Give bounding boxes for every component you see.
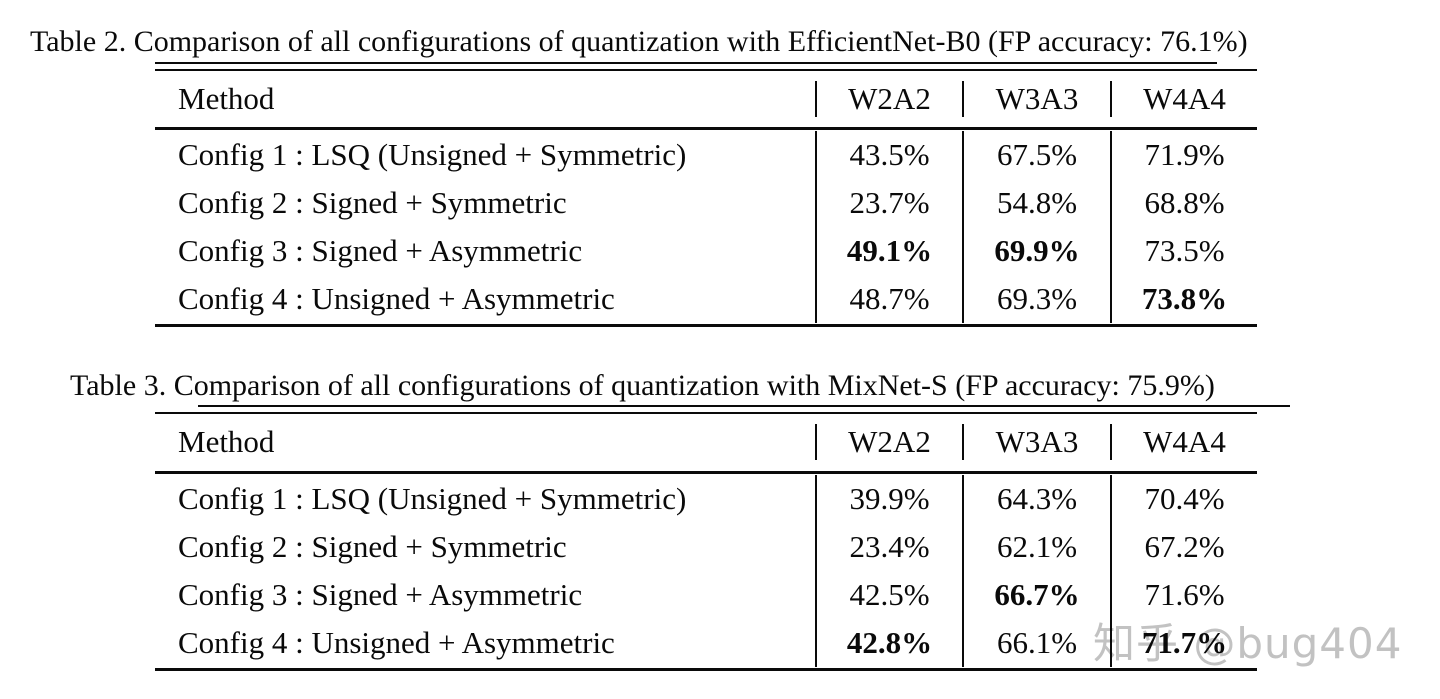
table3-top-rule [155,412,1257,414]
table-cell: 62.1% [962,523,1110,571]
table-cell-best: 73.8% [1110,275,1257,323]
table2-mid-rule [155,127,1257,130]
table3-body: Config 1 : LSQ (Unsigned + Symmetric) 39… [155,475,1257,667]
table-row-method: Config 2 : Signed + Symmetric [178,185,567,220]
table-cell: 43.5% [815,131,962,179]
table-cell: 67.5% [962,131,1110,179]
table-cell: 42.5% [815,571,962,619]
table-cell-best: 49.1% [815,227,962,275]
table3-header-w4a4: W4A4 [1110,424,1257,460]
table-cell-best: 69.9% [962,227,1110,275]
table3-header-method: Method [178,424,275,459]
table-cell: 71.6% [1110,571,1257,619]
table3-caption-underline [198,405,1290,407]
table-cell-best: 71.7% [1110,619,1257,667]
table-cell: 23.4% [815,523,962,571]
table-cell: 48.7% [815,275,962,323]
table-cell: 67.2% [1110,523,1257,571]
table-cell-best: 66.7% [962,571,1110,619]
table2-bottom-rule [155,324,1257,327]
table-cell: 70.4% [1110,475,1257,523]
table-cell-best: 42.8% [815,619,962,667]
table-cell: 64.3% [962,475,1110,523]
table-cell: 66.1% [962,619,1110,667]
table3-mid-rule [155,471,1257,474]
table-cell: 71.9% [1110,131,1257,179]
table2-top-rule [155,69,1257,71]
table3-caption: Table 3. Comparison of all configuration… [70,369,1215,402]
table-row-method: Config 2 : Signed + Symmetric [178,529,567,564]
table-cell: 39.9% [815,475,962,523]
table3-header-w2a2: W2A2 [815,424,962,460]
table-row-method: Config 4 : Unsigned + Asymmetric [178,625,615,660]
table2-header-w2a2: W2A2 [815,81,962,117]
table3-header-row: Method W2A2 W3A3 W4A4 [155,414,1257,470]
table-row-method: Config 3 : Signed + Asymmetric [178,577,583,612]
table-cell: 69.3% [962,275,1110,323]
table-cell: 68.8% [1110,179,1257,227]
table-row-method: Config 3 : Signed + Asymmetric [178,233,583,268]
table2-header-w4a4: W4A4 [1110,81,1257,117]
table-row-method: Config 4 : Unsigned + Asymmetric [178,281,615,316]
table2-body: Config 1 : LSQ (Unsigned + Symmetric) 43… [155,131,1257,323]
table2-header-w3a3: W3A3 [962,81,1110,117]
table-cell: 23.7% [815,179,962,227]
table2-header-row: Method W2A2 W3A3 W4A4 [155,71,1257,127]
table-cell: 54.8% [962,179,1110,227]
table2-caption-underline [155,62,1217,64]
table-row-method: Config 1 : LSQ (Unsigned + Symmetric) [178,137,687,172]
table-cell: 73.5% [1110,227,1257,275]
table3-bottom-rule [155,668,1257,671]
zhihu-watermark: 知乎 @bug404 [1093,619,1403,668]
table3-header-w3a3: W3A3 [962,424,1110,460]
table2-header-method: Method [178,81,275,116]
table2-caption: Table 2. Comparison of all configuration… [30,25,1248,58]
table-row-method: Config 1 : LSQ (Unsigned + Symmetric) [178,481,687,516]
